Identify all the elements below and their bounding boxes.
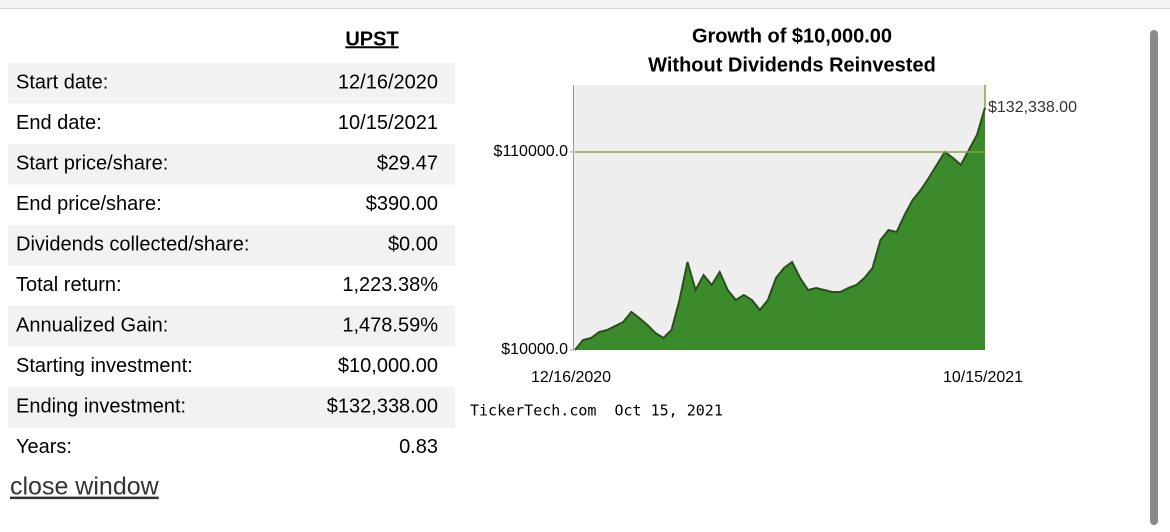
row-value: $0.00 bbox=[388, 233, 438, 255]
table-header: UPST bbox=[345, 28, 398, 50]
chart: $10000.0 $110000.0 $132,338.00 bbox=[494, 85, 1077, 358]
row-value: $132,338.00 bbox=[327, 395, 438, 417]
row-bg bbox=[8, 387, 455, 428]
scrollbar[interactable] bbox=[1150, 30, 1158, 525]
y-tick-label: $10000.0 bbox=[501, 341, 568, 358]
row-label: End date: bbox=[16, 112, 102, 134]
row-value: 12/16/2020 bbox=[338, 71, 438, 93]
x-label: 10/15/2021 bbox=[943, 369, 1023, 386]
chart-subtitle: Without Dividends Reinvested bbox=[648, 54, 936, 76]
row-label: Starting investment: bbox=[16, 355, 193, 377]
row-value: $10,000.00 bbox=[338, 355, 438, 377]
y-tick-label: $110000.0 bbox=[494, 143, 569, 160]
line bbox=[574, 107, 986, 351]
close-link[interactable]: close window bbox=[10, 473, 160, 501]
row-value: 0.83 bbox=[399, 436, 438, 458]
area bbox=[575, 107, 985, 350]
row-label: Years: bbox=[16, 436, 72, 458]
row-bg bbox=[8, 63, 455, 104]
row-label: Annualized Gain: bbox=[16, 314, 168, 336]
row-bg bbox=[8, 225, 455, 266]
row-value: $29.47 bbox=[377, 152, 438, 174]
row-value: 1,478.59% bbox=[342, 314, 438, 336]
chart-title: Growth of $10,000.00 bbox=[692, 25, 892, 47]
row-bg bbox=[8, 306, 455, 347]
row-label: Start price/share: bbox=[16, 152, 168, 174]
row-value: 1,223.38% bbox=[342, 274, 438, 296]
row-label: Ending investment: bbox=[16, 395, 186, 417]
row-label: End price/share: bbox=[16, 193, 162, 215]
chart-footer: TickerTech.com Oct 15, 2021 bbox=[470, 402, 723, 420]
row-label: Start date: bbox=[16, 71, 108, 93]
row-value: $390.00 bbox=[366, 193, 438, 215]
top-bar bbox=[0, 0, 1170, 8]
x-label: 12/16/2020 bbox=[531, 369, 611, 386]
value-label: $132,338.00 bbox=[988, 99, 1077, 116]
row-label: Total return: bbox=[16, 274, 122, 296]
row-label: Dividends collected/share: bbox=[16, 233, 249, 255]
row-value: 10/15/2021 bbox=[338, 112, 438, 134]
row-bg bbox=[8, 144, 455, 185]
stats-table: Start date: 12/16/2020 End date: 10/15/2021… bbox=[8, 63, 455, 458]
